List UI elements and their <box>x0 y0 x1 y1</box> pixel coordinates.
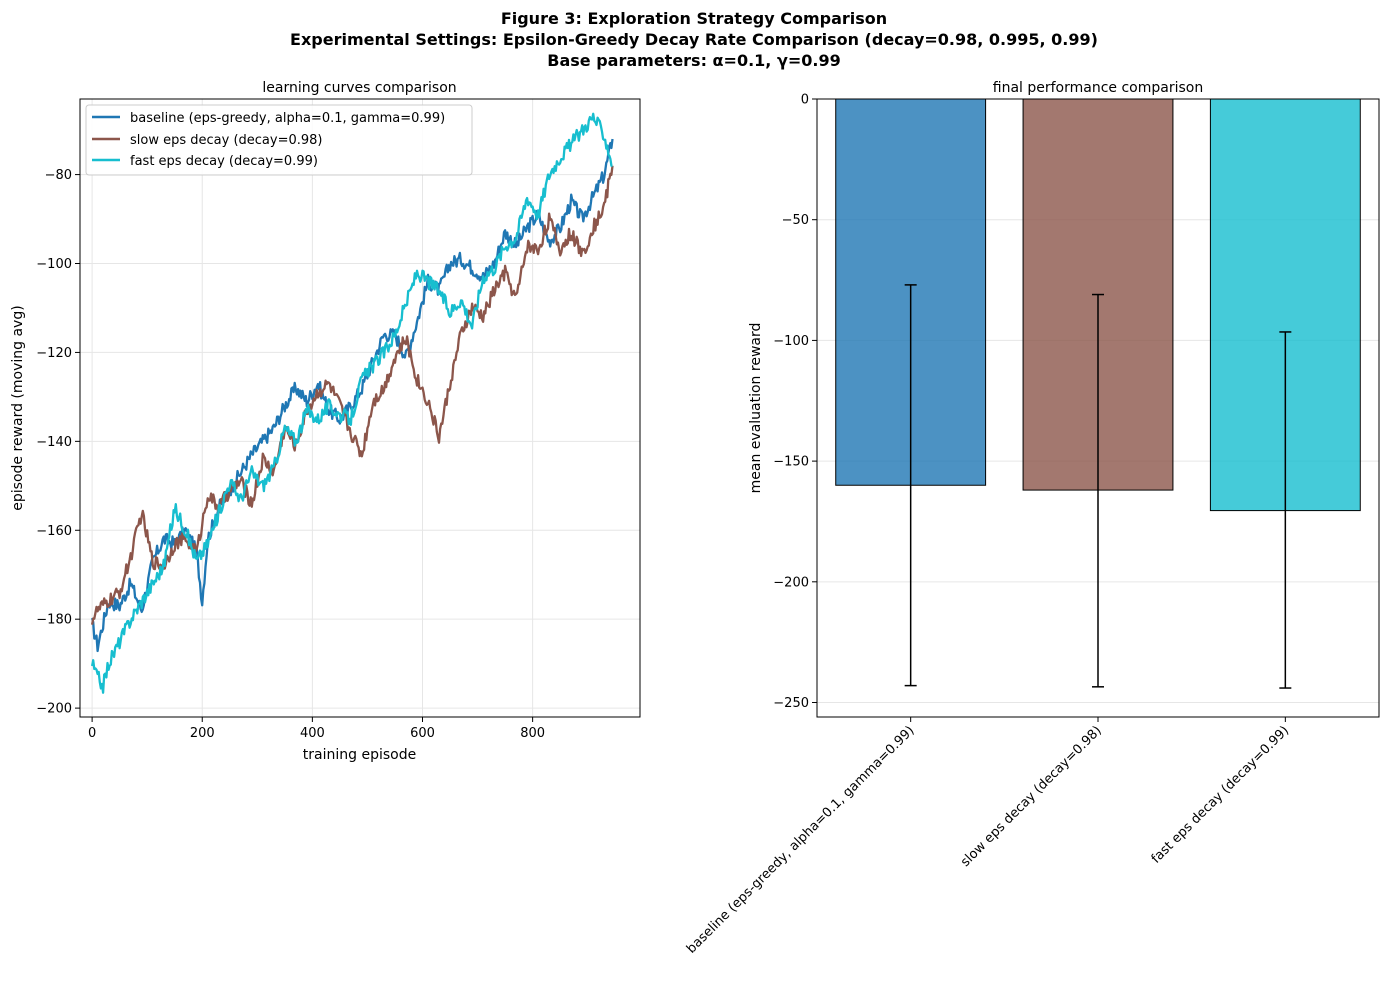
learning-curves-title: learning curves comparison <box>262 80 456 96</box>
x-tick-label: fast eps decay (decay=0.99) <box>1149 723 1292 866</box>
y-tick-label: −250 <box>773 696 809 711</box>
series-line-1 <box>90 165 614 625</box>
final-performance-panel: final performance comparison −250 −200 −15… <box>684 80 1380 957</box>
x-tick-label: 800 <box>520 726 545 741</box>
figure-title: Figure 3: Exploration Strategy Compariso… <box>290 9 1098 70</box>
figure-title-line-2: Experimental Settings: Epsilon-Greedy De… <box>290 30 1098 49</box>
x-tick-label: 200 <box>190 726 215 741</box>
legend-label-fast-decay: fast eps decay (decay=0.99) <box>130 154 318 169</box>
y-tick-label: −100 <box>773 334 809 349</box>
learning-curves-ticks: 0 200 400 600 800 −200 −180 −160 −140 −120 −100 −80 <box>36 168 545 741</box>
final-performance-title: final performance comparison <box>993 80 1203 96</box>
legend-label-baseline: baseline (eps-greedy, alpha=0.1, gamma=0… <box>130 111 445 126</box>
figure-title-line-3: Base parameters: α=0.1, γ=0.99 <box>547 51 840 70</box>
learning-curves-panel: learning curves comparison 0 200 400 600 800… <box>10 80 641 763</box>
legend-box <box>85 104 473 176</box>
learning-curves-grid <box>80 99 640 717</box>
y-tick-label: 0 <box>801 93 809 108</box>
x-tick-label: baseline (eps-greedy, alpha=0.1, gamma=0… <box>684 723 917 956</box>
legend-label-slow-decay: slow eps decay (decay=0.98) <box>130 133 323 148</box>
final-performance-bars <box>835 98 1361 689</box>
series-line-2 <box>90 112 613 694</box>
y-tick-label: −80 <box>45 168 72 183</box>
learning-curves-series <box>90 112 614 694</box>
y-tick-label: −120 <box>36 346 72 361</box>
learning-curves-ylabel: episode reward (moving avg) <box>10 305 26 510</box>
y-tick-label: −140 <box>36 435 72 450</box>
y-tick-label: −150 <box>773 455 809 470</box>
learning-curves-xlabel: training episode <box>303 747 416 763</box>
figure-title-line-1: Figure 3: Exploration Strategy Compariso… <box>501 9 887 28</box>
y-tick-label: −200 <box>36 702 72 717</box>
y-tick-label: −180 <box>36 613 72 628</box>
y-tick-label: −100 <box>36 257 72 272</box>
y-tick-label: −160 <box>36 524 72 539</box>
x-tick-label: 400 <box>300 726 325 741</box>
learning-curves-frame <box>79 98 641 718</box>
series-line-0 <box>90 138 614 653</box>
y-tick-label: −200 <box>773 575 809 590</box>
x-tick-label: slow eps decay (decay=0.98) <box>958 723 1105 870</box>
x-tick-label: 600 <box>410 726 435 741</box>
x-tick-label: 0 <box>88 726 96 741</box>
y-tick-label: −50 <box>782 213 809 228</box>
learning-curves-legend: baseline (eps-greedy, alpha=0.1, gamma=0… <box>85 104 473 176</box>
final-performance-ticks: −250 −200 −150 −100 −50 0 baseline (eps-greedy… <box>684 93 1292 957</box>
final-performance-ylabel: mean evaluation reward <box>748 323 764 494</box>
